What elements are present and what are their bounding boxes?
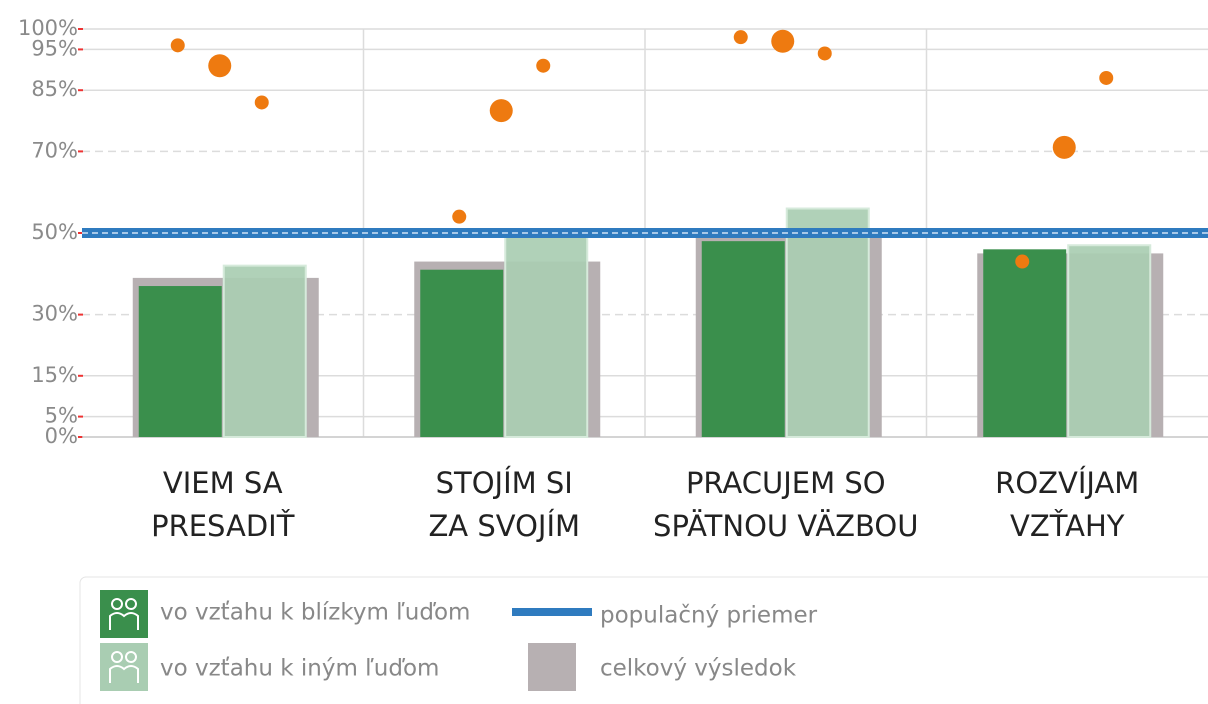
bar-close	[983, 249, 1067, 437]
point	[452, 209, 467, 224]
legend-swatch-other	[100, 643, 148, 691]
point	[733, 30, 748, 45]
point	[170, 38, 185, 53]
y-tick-label: 15%	[31, 363, 78, 387]
legend-swatch-reference	[512, 608, 592, 616]
bar-other	[504, 232, 589, 438]
y-tick-label: 50%	[31, 220, 78, 244]
bar-close	[138, 286, 222, 437]
x-tick-label: ZA SVOJÍM	[428, 509, 580, 543]
y-tick-label: 100%	[18, 16, 78, 40]
bar-other	[222, 264, 307, 439]
icon-person	[111, 598, 123, 610]
point	[1099, 70, 1114, 85]
y-tick-label: 0%	[45, 424, 78, 448]
x-tick-label: VIEM SA	[163, 466, 283, 500]
icon-person	[111, 651, 123, 663]
x-tick-label: PRACUJEM SO	[686, 466, 886, 500]
x-tick-label: STOJÍM SI	[436, 466, 573, 500]
point	[1015, 254, 1030, 269]
x-tick-label: PRESADIŤ	[151, 509, 295, 543]
y-tick-label: 70%	[31, 138, 78, 162]
point	[489, 99, 513, 123]
y-tick-label: 5%	[45, 404, 78, 428]
legend-label: celkový výsledok	[600, 656, 797, 682]
legend-swatch-total	[528, 643, 576, 691]
bar-other	[1067, 244, 1152, 438]
y-tick-label: 95%	[31, 36, 78, 60]
legend-label: populačný priemer	[600, 603, 818, 629]
x-tick-label: SPÄTNOU VÄZBOU	[653, 509, 918, 543]
legend-box	[79, 576, 1208, 704]
point	[817, 46, 832, 61]
legend-label: vo vzťahu k blízkym ľuďom	[160, 600, 470, 626]
icon-person	[125, 651, 137, 663]
icon-person	[125, 598, 137, 610]
point	[208, 54, 232, 78]
icon-body	[109, 665, 139, 683]
point	[1052, 135, 1076, 159]
y-tick-label: 85%	[31, 77, 78, 101]
bar-other	[785, 207, 870, 438]
reference-line	[82, 228, 1208, 238]
bar-close	[420, 269, 504, 437]
x-tick-label: ROZVÍJAM	[995, 466, 1139, 500]
x-tick-label: VZŤAHY	[1010, 509, 1125, 543]
legend-swatch-close	[100, 590, 148, 638]
point	[536, 58, 551, 73]
y-tick-label: 30%	[31, 302, 78, 326]
legend-label: vo vzťahu k iným ľuďom	[160, 656, 439, 682]
point	[254, 95, 269, 110]
icon-body	[109, 612, 139, 630]
bar-close	[701, 241, 785, 437]
point	[771, 29, 795, 53]
